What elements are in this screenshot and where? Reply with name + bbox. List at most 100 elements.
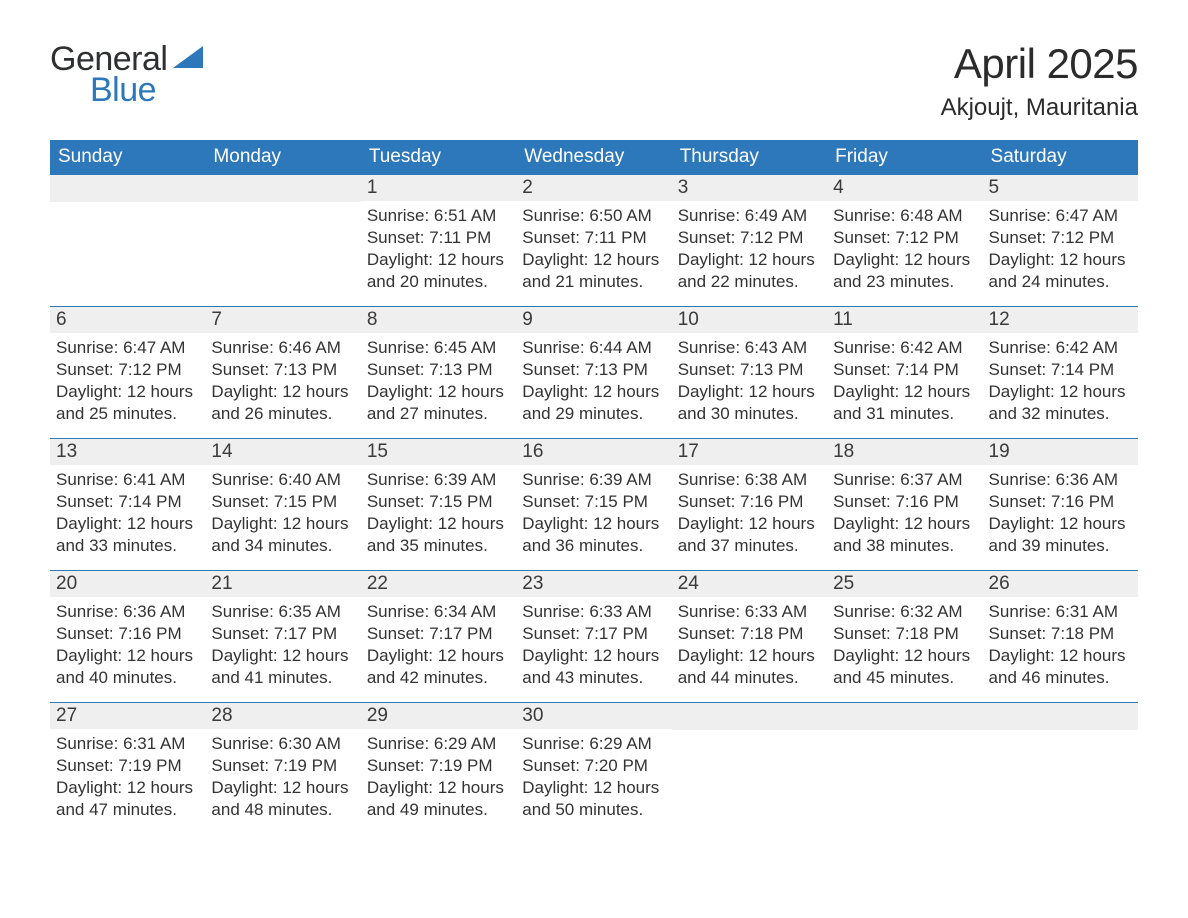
sunrise-line: Sunrise: 6:48 AM <box>833 205 976 227</box>
sunrise-line: Sunrise: 6:49 AM <box>678 205 821 227</box>
sunset-line: Sunset: 7:17 PM <box>211 623 354 645</box>
day-body: Sunrise: 6:31 AMSunset: 7:19 PMDaylight:… <box>50 729 205 825</box>
day-body: Sunrise: 6:45 AMSunset: 7:13 PMDaylight:… <box>361 333 516 429</box>
day-number: 17 <box>672 438 827 465</box>
sunrise-line: Sunrise: 6:29 AM <box>522 733 665 755</box>
day-body: Sunrise: 6:29 AMSunset: 7:19 PMDaylight:… <box>361 729 516 825</box>
daylight-line: Daylight: 12 hours and 25 minutes. <box>56 381 199 425</box>
sunset-line: Sunset: 7:17 PM <box>367 623 510 645</box>
sunset-line: Sunset: 7:19 PM <box>367 755 510 777</box>
day-number: 12 <box>983 306 1138 333</box>
calendar-week-row: 20Sunrise: 6:36 AMSunset: 7:16 PMDayligh… <box>50 570 1138 702</box>
sunrise-line: Sunrise: 6:47 AM <box>56 337 199 359</box>
sunrise-line: Sunrise: 6:29 AM <box>367 733 510 755</box>
calendar-week-row: 27Sunrise: 6:31 AMSunset: 7:19 PMDayligh… <box>50 702 1138 834</box>
sunrise-line: Sunrise: 6:31 AM <box>56 733 199 755</box>
calendar-cell: 28Sunrise: 6:30 AMSunset: 7:19 PMDayligh… <box>205 702 360 834</box>
calendar-cell: 11Sunrise: 6:42 AMSunset: 7:14 PMDayligh… <box>827 306 982 438</box>
title-block: April 2025 Akjoujt, Mauritania <box>941 40 1138 122</box>
sunrise-line: Sunrise: 6:50 AM <box>522 205 665 227</box>
col-friday: Friday <box>827 140 982 174</box>
day-number: 24 <box>672 570 827 597</box>
sunset-line: Sunset: 7:12 PM <box>833 227 976 249</box>
sunrise-line: Sunrise: 6:43 AM <box>678 337 821 359</box>
daylight-line: Daylight: 12 hours and 50 minutes. <box>522 777 665 821</box>
calendar-cell: 16Sunrise: 6:39 AMSunset: 7:15 PMDayligh… <box>516 438 671 570</box>
daylight-line: Daylight: 12 hours and 33 minutes. <box>56 513 199 557</box>
day-body: Sunrise: 6:36 AMSunset: 7:16 PMDaylight:… <box>50 597 205 693</box>
day-number: 10 <box>672 306 827 333</box>
calendar-cell: 18Sunrise: 6:37 AMSunset: 7:16 PMDayligh… <box>827 438 982 570</box>
day-body: Sunrise: 6:29 AMSunset: 7:20 PMDaylight:… <box>516 729 671 825</box>
empty-daynum <box>672 702 827 730</box>
day-body: Sunrise: 6:37 AMSunset: 7:16 PMDaylight:… <box>827 465 982 561</box>
calendar-cell: 10Sunrise: 6:43 AMSunset: 7:13 PMDayligh… <box>672 306 827 438</box>
sunrise-line: Sunrise: 6:33 AM <box>678 601 821 623</box>
day-number: 7 <box>205 306 360 333</box>
sunrise-line: Sunrise: 6:47 AM <box>989 205 1132 227</box>
daylight-line: Daylight: 12 hours and 48 minutes. <box>211 777 354 821</box>
day-body: Sunrise: 6:42 AMSunset: 7:14 PMDaylight:… <box>983 333 1138 429</box>
daylight-line: Daylight: 12 hours and 22 minutes. <box>678 249 821 293</box>
sunset-line: Sunset: 7:17 PM <box>522 623 665 645</box>
sunset-line: Sunset: 7:14 PM <box>989 359 1132 381</box>
calendar-cell: 6Sunrise: 6:47 AMSunset: 7:12 PMDaylight… <box>50 306 205 438</box>
daylight-line: Daylight: 12 hours and 43 minutes. <box>522 645 665 689</box>
daylight-line: Daylight: 12 hours and 46 minutes. <box>989 645 1132 689</box>
sunset-line: Sunset: 7:14 PM <box>56 491 199 513</box>
sunrise-line: Sunrise: 6:35 AM <box>211 601 354 623</box>
day-number: 29 <box>361 702 516 729</box>
daylight-line: Daylight: 12 hours and 41 minutes. <box>211 645 354 689</box>
sunset-line: Sunset: 7:14 PM <box>833 359 976 381</box>
sunset-line: Sunset: 7:12 PM <box>56 359 199 381</box>
calendar-cell: 19Sunrise: 6:36 AMSunset: 7:16 PMDayligh… <box>983 438 1138 570</box>
calendar-cell: 17Sunrise: 6:38 AMSunset: 7:16 PMDayligh… <box>672 438 827 570</box>
sunset-line: Sunset: 7:13 PM <box>678 359 821 381</box>
empty-daynum <box>50 174 205 202</box>
daylight-line: Daylight: 12 hours and 47 minutes. <box>56 777 199 821</box>
daylight-line: Daylight: 12 hours and 44 minutes. <box>678 645 821 689</box>
day-number: 9 <box>516 306 671 333</box>
calendar-cell: 22Sunrise: 6:34 AMSunset: 7:17 PMDayligh… <box>361 570 516 702</box>
day-body: Sunrise: 6:31 AMSunset: 7:18 PMDaylight:… <box>983 597 1138 693</box>
day-number: 2 <box>516 174 671 201</box>
sunset-line: Sunset: 7:16 PM <box>833 491 976 513</box>
calendar-cell: 12Sunrise: 6:42 AMSunset: 7:14 PMDayligh… <box>983 306 1138 438</box>
sunset-line: Sunset: 7:13 PM <box>211 359 354 381</box>
calendar-cell: 7 Sunrise: 6:46 AMSunset: 7:13 PMDaylight… <box>205 306 360 438</box>
daylight-line: Daylight: 12 hours and 42 minutes. <box>367 645 510 689</box>
day-body: Sunrise: 6:39 AMSunset: 7:15 PMDaylight:… <box>361 465 516 561</box>
daylight-line: Daylight: 12 hours and 38 minutes. <box>833 513 976 557</box>
col-thursday: Thursday <box>672 140 827 174</box>
col-wednesday: Wednesday <box>516 140 671 174</box>
calendar-cell: 9Sunrise: 6:44 AMSunset: 7:13 PMDaylight… <box>516 306 671 438</box>
daylight-line: Daylight: 12 hours and 26 minutes. <box>211 381 354 425</box>
day-number: 26 <box>983 570 1138 597</box>
sunset-line: Sunset: 7:20 PM <box>522 755 665 777</box>
calendar-body: 1Sunrise: 6:51 AMSunset: 7:11 PMDaylight… <box>50 174 1138 834</box>
calendar-table: Sunday Monday Tuesday Wednesday Thursday… <box>50 140 1138 834</box>
day-body: Sunrise: 6:35 AMSunset: 7:17 PMDaylight:… <box>205 597 360 693</box>
calendar-week-row: 13Sunrise: 6:41 AMSunset: 7:14 PMDayligh… <box>50 438 1138 570</box>
day-number: 23 <box>516 570 671 597</box>
sunset-line: Sunset: 7:19 PM <box>56 755 199 777</box>
calendar-cell: 1Sunrise: 6:51 AMSunset: 7:11 PMDaylight… <box>361 174 516 306</box>
daylight-line: Daylight: 12 hours and 29 minutes. <box>522 381 665 425</box>
day-body: Sunrise: 6:42 AMSunset: 7:14 PMDaylight:… <box>827 333 982 429</box>
daylight-line: Daylight: 12 hours and 40 minutes. <box>56 645 199 689</box>
day-number: 5 <box>983 174 1138 201</box>
daylight-line: Daylight: 12 hours and 27 minutes. <box>367 381 510 425</box>
calendar-cell: 4Sunrise: 6:48 AMSunset: 7:12 PMDaylight… <box>827 174 982 306</box>
sunset-line: Sunset: 7:18 PM <box>678 623 821 645</box>
calendar-cell: 26Sunrise: 6:31 AMSunset: 7:18 PMDayligh… <box>983 570 1138 702</box>
day-body: Sunrise: 6:33 AMSunset: 7:18 PMDaylight:… <box>672 597 827 693</box>
sunset-line: Sunset: 7:18 PM <box>833 623 976 645</box>
sunrise-line: Sunrise: 6:46 AM <box>211 337 354 359</box>
daylight-line: Daylight: 12 hours and 39 minutes. <box>989 513 1132 557</box>
day-number: 20 <box>50 570 205 597</box>
sunset-line: Sunset: 7:12 PM <box>989 227 1132 249</box>
day-body: Sunrise: 6:30 AMSunset: 7:19 PMDaylight:… <box>205 729 360 825</box>
sunrise-line: Sunrise: 6:31 AM <box>989 601 1132 623</box>
day-number: 14 <box>205 438 360 465</box>
day-body: Sunrise: 6:44 AMSunset: 7:13 PMDaylight:… <box>516 333 671 429</box>
